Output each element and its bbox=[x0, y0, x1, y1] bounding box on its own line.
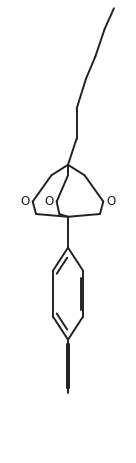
Text: O: O bbox=[45, 195, 54, 208]
Text: O: O bbox=[106, 195, 115, 208]
Text: O: O bbox=[21, 195, 30, 208]
